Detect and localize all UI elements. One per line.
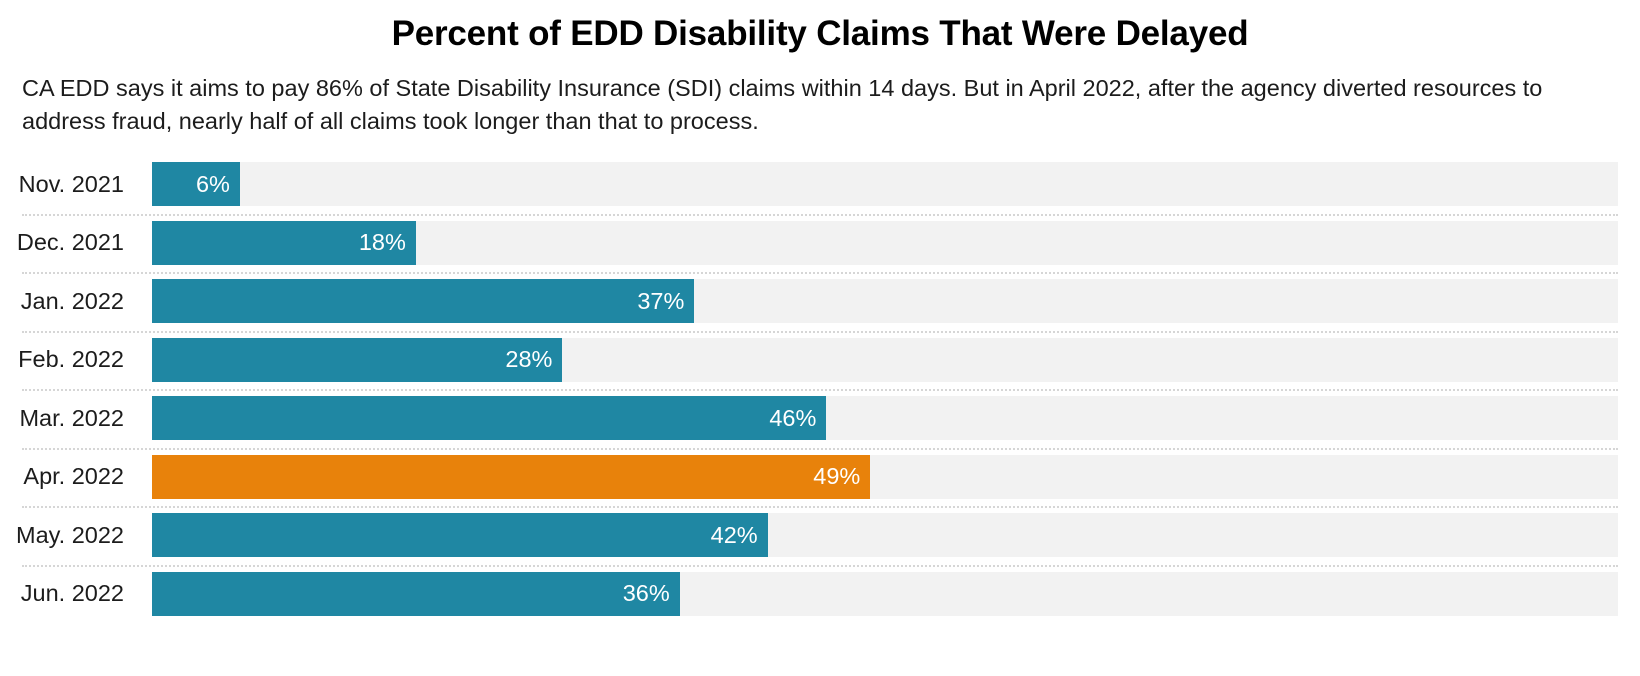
bar-row: May. 2022 42% [0, 506, 1640, 565]
bar-segment[interactable]: 18% [152, 220, 416, 265]
bar-row-highlighted: Apr. 2022 49% [0, 447, 1640, 507]
bar-track: 18% [152, 220, 1618, 265]
bar-track: 28% [152, 337, 1618, 382]
bar-value-label: 46% [769, 404, 817, 431]
bar-track: 49% [152, 454, 1618, 499]
bar-track: 46% [152, 396, 1618, 441]
bar-row: Mar. 2022 46% [0, 389, 1640, 448]
bar-row: Dec. 2021 18% [0, 213, 1640, 273]
category-label: Mar. 2022 [19, 404, 124, 431]
row-separator [22, 389, 1618, 391]
category-label: May. 2022 [16, 521, 124, 548]
bar-chart: Nov. 2021 6% Dec. 2021 18% Jan. 2022 [0, 155, 1640, 625]
bar-track: 6% [152, 162, 1618, 207]
bar-value-label: 42% [710, 521, 758, 548]
bar-segment[interactable]: 46% [152, 396, 827, 441]
row-separator [22, 272, 1618, 274]
bar-segment[interactable]: 36% [152, 571, 680, 616]
chart-subtitle: CA EDD says it aims to pay 86% of State … [22, 75, 1543, 134]
bar-value-label: 18% [358, 229, 406, 255]
row-separator [22, 564, 1618, 567]
category-label: Jun. 2022 [20, 580, 124, 607]
bar-track: 36% [152, 571, 1618, 616]
category-label: Jan. 2022 [20, 287, 124, 314]
category-label: Apr. 2022 [23, 463, 124, 490]
bar-segment[interactable]: 42% [152, 513, 768, 558]
bar-row: Nov. 2021 6% [0, 155, 1640, 214]
bar-segment[interactable]: 28% [152, 337, 563, 382]
bar-row: Jan. 2022 37% [0, 272, 1640, 331]
bar-value-label: 6% [195, 170, 230, 197]
bar-segment-highlighted[interactable]: 49% [152, 454, 871, 499]
row-separator [22, 447, 1618, 450]
bar-value-label: 28% [505, 346, 553, 372]
bar-value-label: 37% [637, 287, 685, 314]
bar-track: 37% [152, 279, 1618, 324]
bar-value-label: 49% [813, 463, 861, 489]
row-separator [22, 506, 1618, 508]
bar-value-label: 36% [622, 580, 670, 606]
row-separator [22, 330, 1618, 333]
bar-row: Jun. 2022 36% [0, 564, 1640, 624]
category-label: Dec. 2021 [16, 229, 124, 256]
category-label: Nov. 2021 [18, 170, 124, 197]
bar-row: Feb. 2022 28% [0, 330, 1640, 390]
bar-track: 42% [152, 513, 1618, 558]
category-label: Feb. 2022 [18, 346, 124, 373]
page-title: Percent of EDD Disability Claims That We… [391, 14, 1249, 53]
row-separator [22, 213, 1618, 216]
bar-segment[interactable]: 37% [152, 279, 695, 324]
bar-segment[interactable]: 6% [152, 162, 240, 207]
